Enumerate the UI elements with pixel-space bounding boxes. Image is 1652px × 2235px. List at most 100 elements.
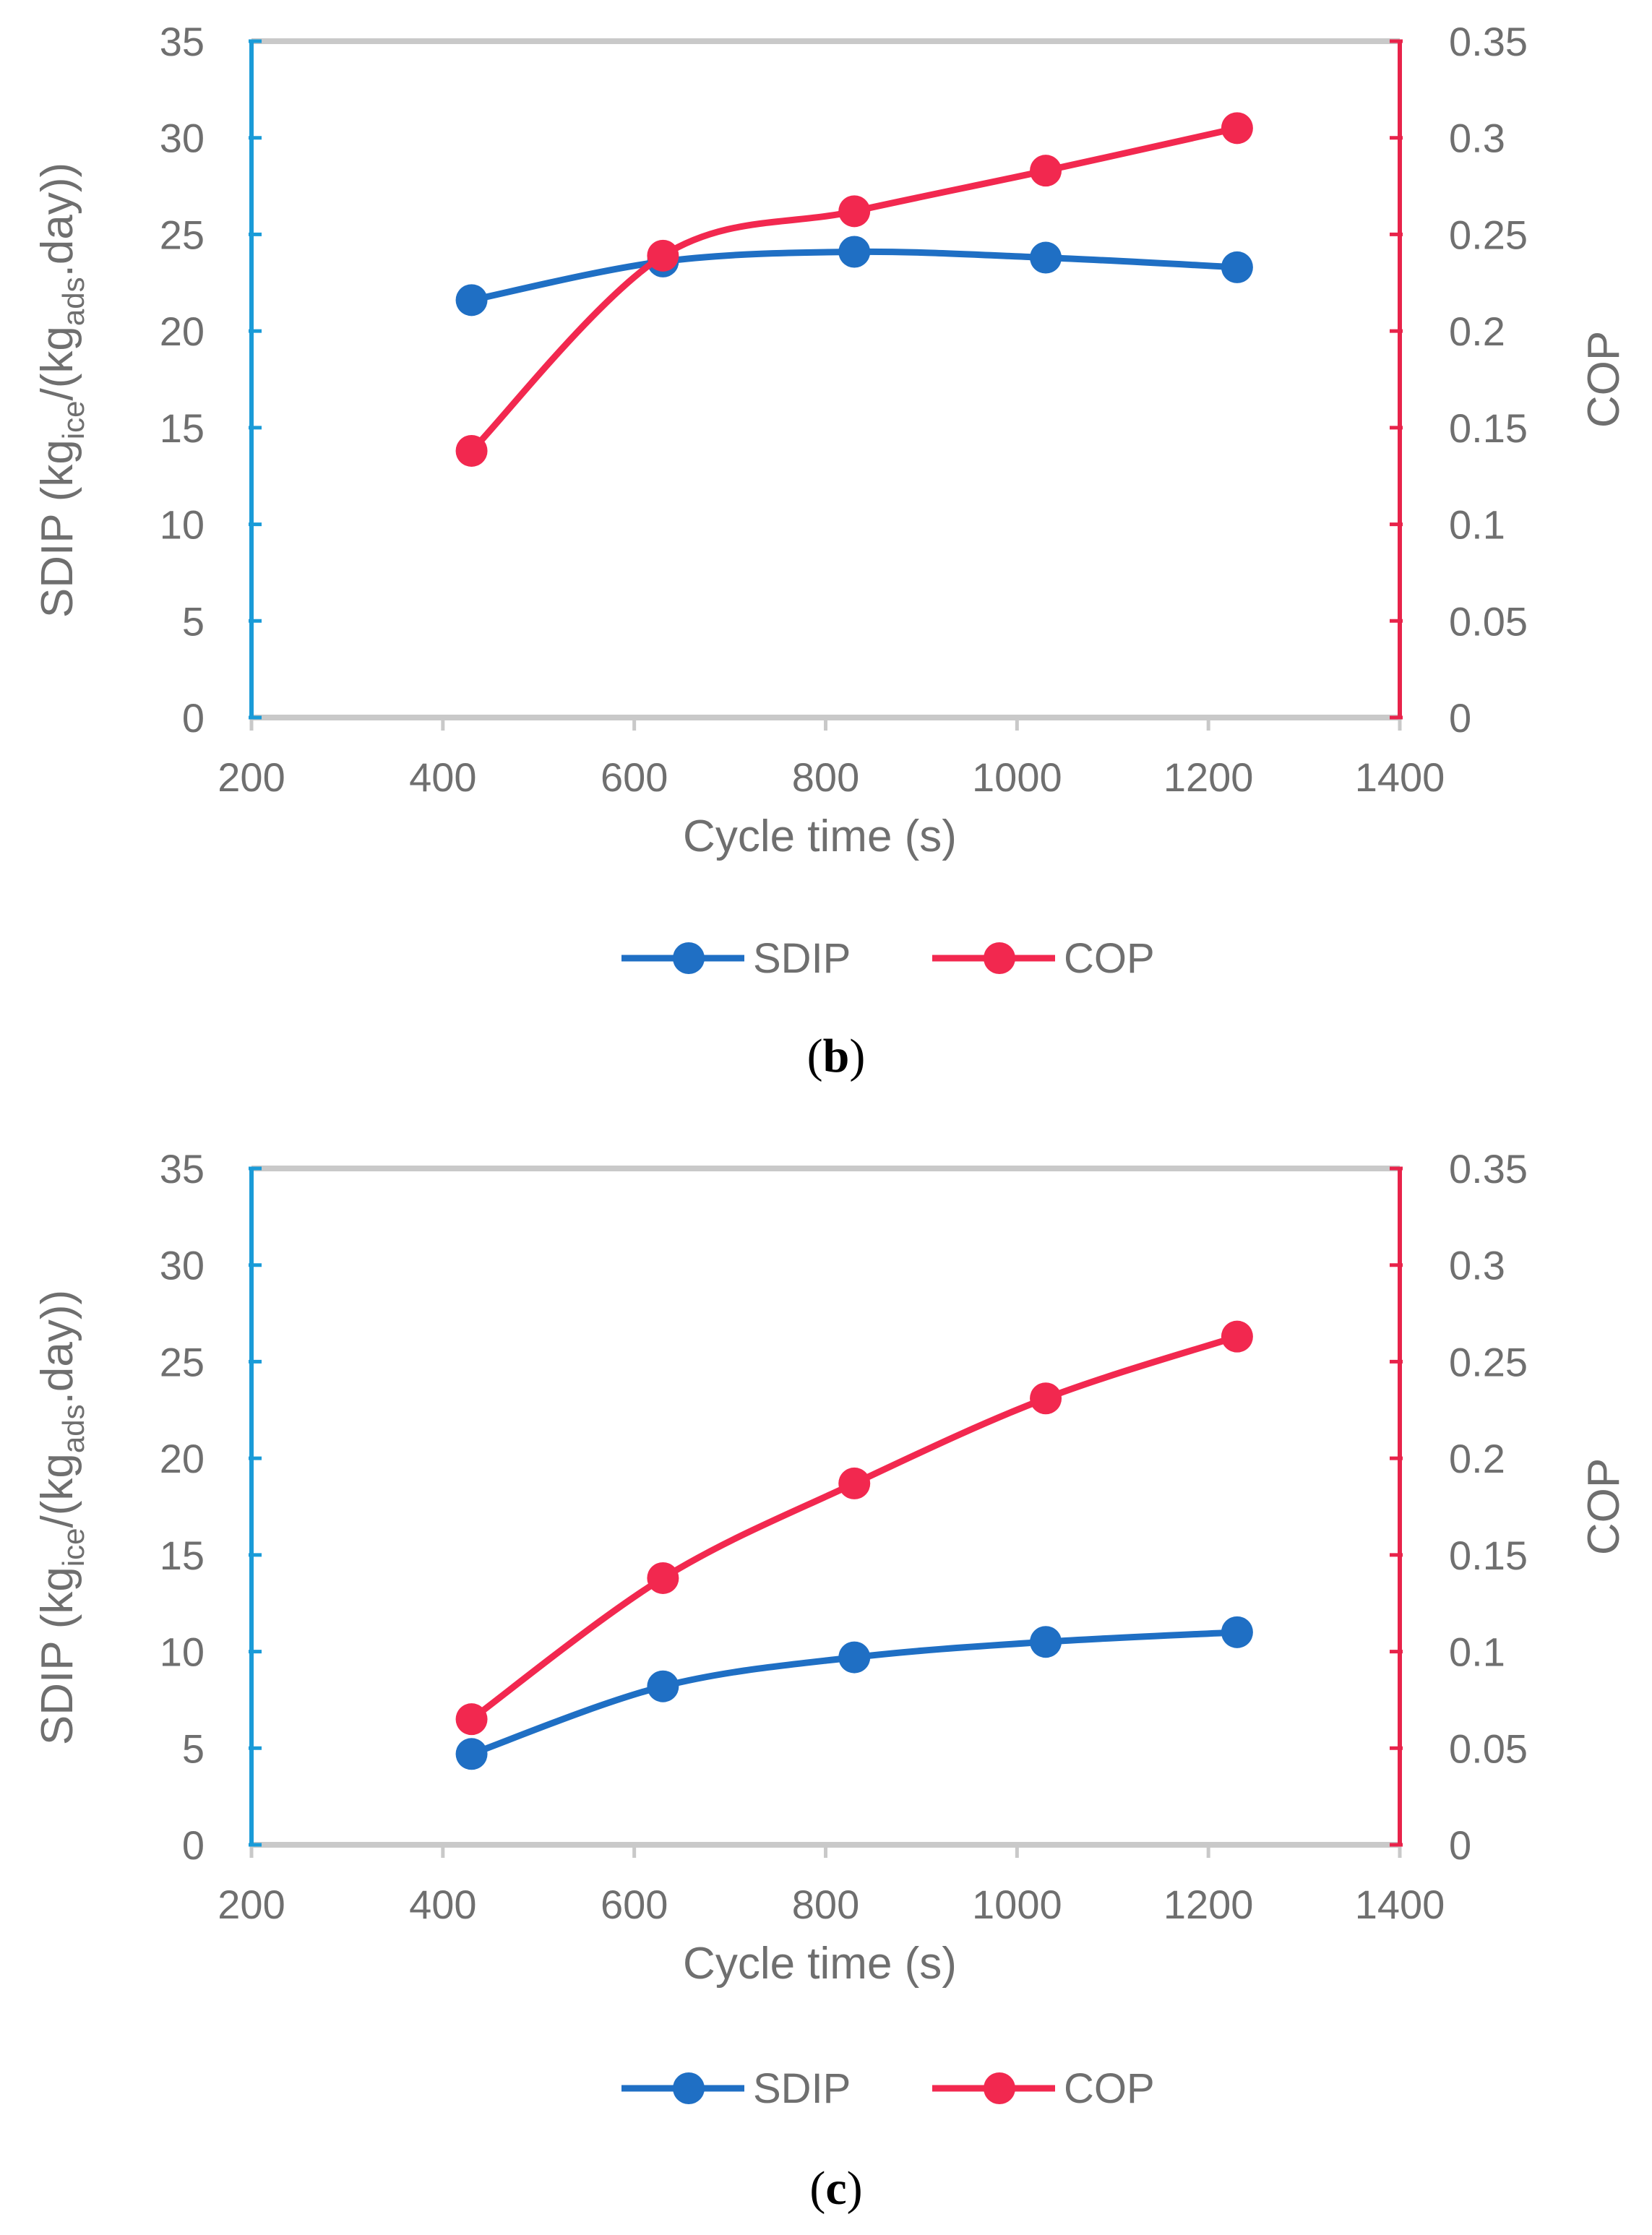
x-tick-label: 800 [792,754,859,800]
x-tick-label: 1200 [1163,1882,1254,1927]
x-tick-label: 1200 [1163,754,1254,800]
cop-data-point [1030,1382,1062,1415]
x-tick-label: 600 [601,754,668,800]
cop-data-point [455,434,488,467]
right-y-tick-label: 0.35 [1449,1146,1528,1192]
cop-data-point [838,1467,871,1499]
legend-cop-marker [984,2072,1015,2104]
legend-cop-marker [984,942,1015,974]
right-y-tick-label: 0.05 [1449,1726,1528,1771]
left-y-title-prefix: SDIP (kg [33,439,82,618]
cop-data-point [1221,112,1253,145]
right-y-axis-title: COP [1579,331,1629,428]
legend-sdip-marker [673,2072,705,2104]
legend-sdip-label: SDIP [753,935,851,982]
caption-open-paren: ( [809,2162,825,2215]
left-y-tick-label: 15 [160,1533,205,1578]
right-y-tick-label: 0.2 [1449,309,1505,354]
sdip-data-point [455,284,488,316]
left-y-title-suffix: .day)) [33,1290,82,1404]
sdip-data-point [1030,241,1062,274]
left-y-axis-title: SDIP (kgice/(kgads.day)) [33,163,90,618]
legend-sdip-marker [673,942,705,974]
left-y-tick-label: 0 [182,1822,205,1868]
cop-data-point [1030,155,1062,187]
caption-open-paren: ( [807,1030,823,1082]
x-axis-title: Cycle time (s) [683,1939,957,1989]
left-y-title-subscript-ads: ads [56,277,90,326]
left-y-tick-label: 20 [160,309,205,354]
left-y-title-suffix: .day)) [33,163,82,277]
x-tick-label: 400 [409,1882,476,1927]
x-tick-label: 600 [601,1882,668,1927]
right-y-tick-label: 0.05 [1449,598,1528,644]
x-tick-label: 200 [218,1882,285,1927]
x-tick-label: 1400 [1355,1882,1445,1927]
cop-data-point [647,1562,679,1594]
x-axis-title: Cycle time (s) [683,811,957,861]
sdip-data-point [838,1641,871,1674]
left-y-title-middle: /(kg [33,1453,82,1528]
cop-data-point [647,239,679,272]
x-tick-label: 400 [409,754,476,800]
right-y-tick-label: 0.2 [1449,1436,1505,1481]
left-y-tick-label: 25 [160,1339,205,1385]
x-tick-label: 1000 [972,754,1062,800]
panel-caption-c: (c) [809,2162,862,2215]
left-y-tick-label: 0 [182,695,205,741]
caption-close-paren: ) [849,1030,865,1082]
left-y-tick-label: 5 [182,1726,205,1771]
left-y-title-subscript-ice: ice [56,400,90,439]
right-y-tick-label: 0.35 [1449,19,1528,64]
sdip-data-point [1030,1626,1062,1658]
cop-data-point [1221,1320,1253,1353]
caption-close-paren: ) [847,2162,863,2215]
left-y-tick-label: 10 [160,502,205,548]
right-y-tick-label: 0 [1449,695,1471,741]
left-y-tick-label: 35 [160,1146,205,1192]
right-y-tick-label: 0.25 [1449,212,1528,257]
sdip-data-point [838,236,871,268]
right-y-tick-label: 0.15 [1449,405,1528,451]
cop-data-point [838,195,871,228]
panel-caption-b: (b) [807,1030,866,1082]
x-tick-label: 1000 [972,1882,1062,1927]
right-y-tick-label: 0.25 [1449,1339,1528,1385]
right-y-tick-label: 0.1 [1449,502,1505,548]
cop-series-line [468,124,1241,455]
left-y-title-middle: /(kg [33,326,82,400]
right-y-tick-label: 0.15 [1449,1533,1528,1578]
sdip-data-point [455,1738,488,1770]
left-y-tick-label: 5 [182,598,205,644]
left-y-axis-title: SDIP (kgice/(kgads.day)) [33,1290,90,1745]
left-y-tick-label: 30 [160,116,205,161]
right-y-tick-label: 0.1 [1449,1629,1505,1675]
left-y-tick-label: 35 [160,19,205,64]
legend-cop-label: COP [1064,935,1155,982]
left-y-tick-label: 15 [160,405,205,451]
left-y-title-subscript-ads: ads [56,1404,90,1453]
x-tick-label: 800 [792,1882,859,1927]
sdip-data-point [647,1670,679,1702]
right-y-tick-label: 0.3 [1449,1243,1505,1288]
left-y-tick-label: 25 [160,212,205,257]
left-y-tick-label: 10 [160,1629,205,1675]
left-y-tick-label: 30 [160,1243,205,1288]
chart-panel-c: 200 400 600 800 1000 1200 1400 Cycle time (s) 0 5… [33,1146,1629,2215]
left-y-tick-label: 20 [160,1436,205,1481]
cop-data-point [455,1703,488,1736]
left-y-title-subscript-ice: ice [56,1528,90,1567]
legend-cop-label: COP [1064,2065,1155,2112]
caption-letter: b [823,1030,850,1082]
sdip-data-point [1221,1616,1253,1648]
right-y-tick-label: 0.3 [1449,116,1505,161]
x-tick-label: 1400 [1355,754,1445,800]
left-y-title-prefix: SDIP (kg [33,1567,82,1745]
sdip-data-point [1221,251,1253,283]
x-tick-label: 200 [218,754,285,800]
legend-sdip-label: SDIP [753,2065,851,2112]
right-y-axis-title: COP [1579,1458,1629,1555]
caption-letter: c [825,2162,846,2215]
